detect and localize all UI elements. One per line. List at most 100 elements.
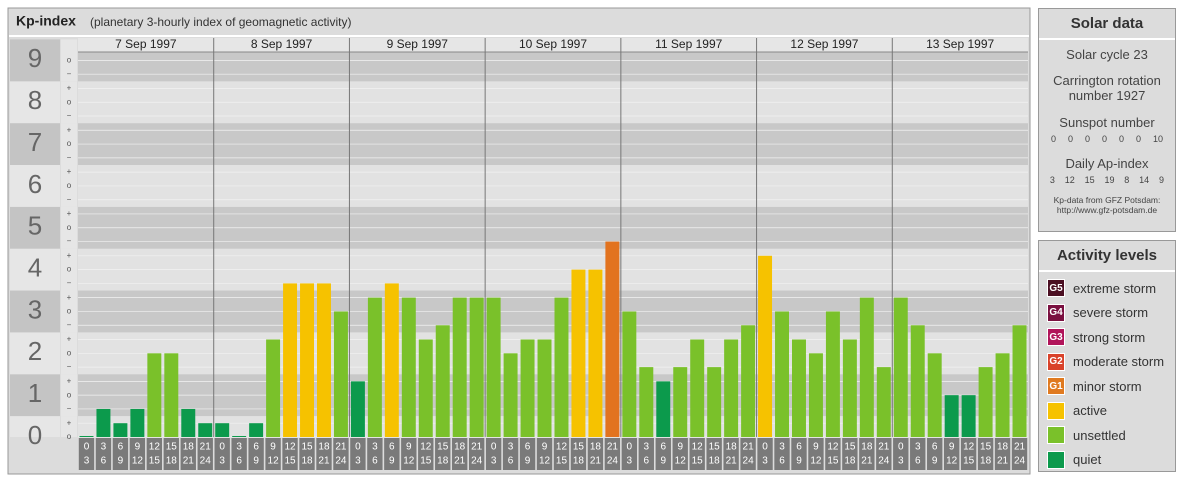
y-minor-label: + (67, 84, 72, 93)
time-label-to: 12 (132, 456, 144, 467)
y-minor-label: o (67, 97, 72, 106)
bar (384, 283, 399, 437)
legend-entry: G5 extreme storm (1039, 276, 1175, 301)
time-label-from: 9 (949, 442, 955, 453)
time-cell (231, 438, 247, 470)
time-label-from: 6 (932, 442, 938, 453)
time-cell (265, 438, 281, 470)
time-label-to: 3 (491, 456, 497, 467)
y-tick-label: 0 (28, 420, 42, 450)
time-label-from: 15 (301, 442, 313, 453)
y-minor-label: − (67, 362, 72, 371)
time-cell (859, 438, 875, 470)
bar (486, 297, 501, 437)
legend-entry: quiet (1039, 448, 1175, 473)
time-cell (689, 438, 705, 470)
time-cell (536, 438, 553, 470)
time-label-to: 12 (403, 456, 415, 467)
bar (266, 339, 281, 437)
time-label-to: 15 (284, 456, 296, 467)
plot-band (78, 416, 1028, 437)
time-label-from: 6 (118, 442, 124, 453)
date-header (78, 38, 1028, 52)
time-cell (78, 438, 95, 470)
panel-title: Activity levels (1039, 241, 1175, 272)
time-label-from: 21 (335, 442, 347, 453)
bar (249, 423, 264, 437)
bar (571, 269, 586, 437)
time-label-to: 3 (762, 456, 768, 467)
time-cell (910, 438, 926, 470)
y-minor-label: − (67, 279, 72, 288)
time-label-to: 15 (149, 456, 161, 467)
time-label-from: 0 (491, 442, 497, 453)
time-cell (350, 438, 366, 470)
kp-chart: Kp-index (planetary 3-hourly index of ge… (7, 7, 1031, 475)
time-cell (672, 438, 688, 470)
sunspot-value: 0 (1084, 134, 1090, 144)
time-cell (723, 438, 739, 470)
time-label-from: 18 (183, 442, 195, 453)
bar (96, 408, 111, 437)
bar (113, 423, 128, 437)
time-label-to: 9 (796, 456, 802, 467)
bar (842, 339, 857, 437)
legend-swatch: G1 (1047, 377, 1065, 396)
time-label-to: 18 (844, 456, 856, 467)
bar (79, 436, 94, 437)
time-label-from: 3 (372, 442, 378, 453)
y-tick-label: 7 (28, 127, 42, 157)
y-minor-label: o (67, 223, 72, 232)
legend-swatch: G2 (1047, 352, 1065, 371)
time-label-to: 9 (118, 456, 124, 467)
time-cell (146, 438, 163, 470)
time-label-from: 0 (762, 442, 768, 453)
time-cell (927, 438, 943, 470)
bar (164, 353, 179, 437)
time-cell (977, 438, 994, 470)
sunspot-value: 0 (1050, 134, 1056, 144)
y-minor-label: − (67, 195, 72, 204)
minor-band (61, 39, 77, 82)
legend-swatch: G5 (1047, 279, 1065, 298)
bar (452, 297, 467, 437)
time-label-to: 18 (980, 456, 992, 467)
bar (350, 381, 365, 437)
legend-entry: unsettled (1039, 423, 1175, 448)
time-label-to: 3 (898, 456, 904, 467)
sunspot-label: Sunspot number (1059, 115, 1155, 130)
time-label-from: 21 (471, 442, 483, 453)
time-label-to: 21 (318, 456, 330, 467)
legend-entry: active (1039, 399, 1175, 424)
time-label-from: 15 (437, 442, 449, 453)
time-label-to: 15 (692, 456, 704, 467)
y-minor-label: o (67, 307, 72, 316)
time-label-to: 3 (219, 456, 225, 467)
y-tick-label: 9 (28, 43, 42, 73)
time-label-to: 15 (827, 456, 839, 467)
y-band (10, 248, 60, 291)
time-cell (452, 438, 468, 470)
bar (147, 353, 162, 437)
ap-row: 3 12 15 19 8 14 9 (1039, 171, 1175, 185)
time-label-from: 6 (660, 442, 666, 453)
time-label-from: 6 (525, 442, 531, 453)
time-cell (621, 438, 638, 470)
bar (537, 339, 552, 437)
ap-label: Daily Ap-index (1065, 156, 1149, 171)
chart-title: Kp-index (16, 13, 76, 29)
legend-entry: G4 severe storm (1039, 301, 1175, 326)
time-cell (401, 438, 417, 470)
time-label-from: 12 (692, 442, 704, 453)
y-minor-label: o (67, 432, 72, 441)
time-label-to: 9 (660, 456, 666, 467)
time-cell (876, 438, 892, 470)
y-minor-label: + (67, 293, 72, 302)
legend-label: quiet (1073, 452, 1102, 468)
time-label-to: 6 (372, 456, 378, 467)
time-label-to: 15 (556, 456, 568, 467)
sunspot-value: 0 (1067, 134, 1073, 144)
minor-band (61, 123, 77, 165)
y-tick-label: 6 (28, 169, 42, 199)
y-minor-label: o (67, 181, 72, 190)
